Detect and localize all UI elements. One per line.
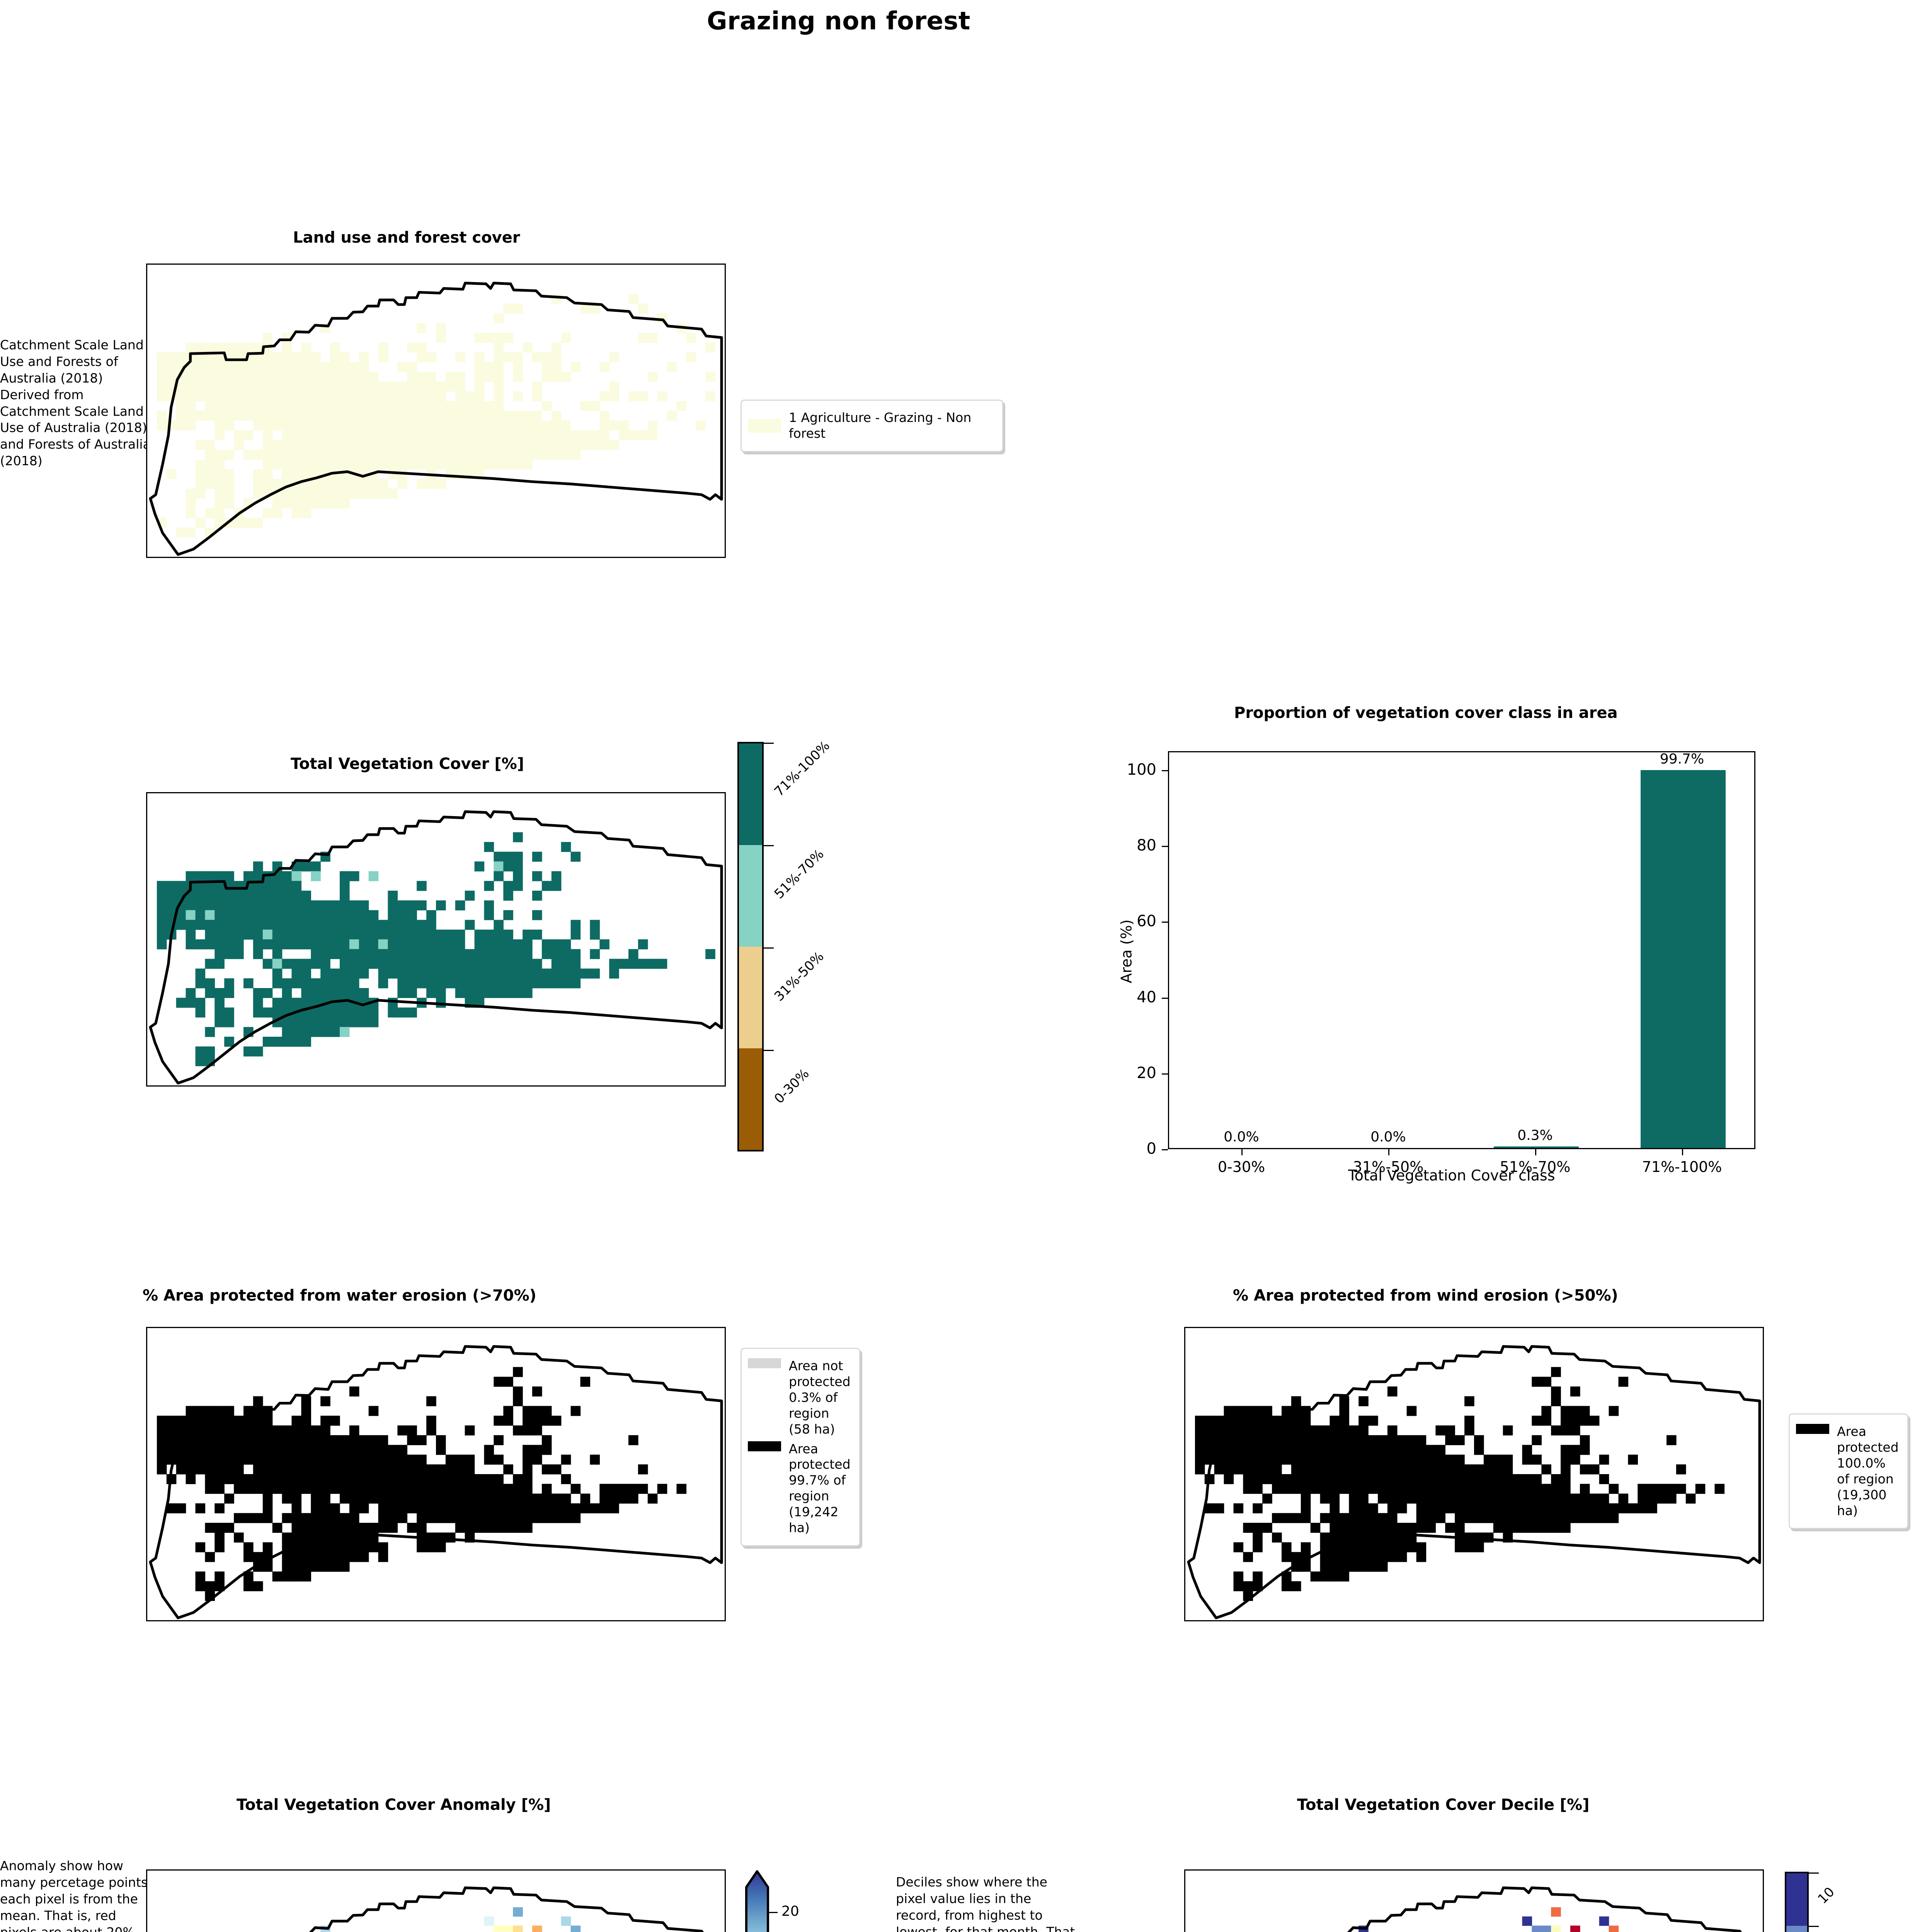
colorbar-label: 0-30% bbox=[771, 1065, 812, 1107]
colorbar-label: 31%-50% bbox=[771, 948, 827, 1004]
xtick bbox=[1535, 1149, 1536, 1155]
barchart-xlabel: Total Vegetation Cover class bbox=[1348, 1167, 1555, 1184]
landuse-legend: 1 Agriculture - Grazing - Non forest bbox=[740, 400, 1003, 452]
bar-value-label: 0.0% bbox=[1370, 1129, 1406, 1145]
colorbar-segment bbox=[739, 947, 762, 1048]
ytick bbox=[1162, 922, 1168, 923]
colorbar-tick bbox=[1809, 1872, 1819, 1874]
legend-item: Area protected 100.0% of region (19,300 … bbox=[1796, 1424, 1901, 1519]
legend-label: 1 Agriculture - Grazing - Non forest bbox=[789, 410, 972, 441]
ytick bbox=[1162, 846, 1168, 847]
decile-map-graphic bbox=[1347, 1886, 1742, 1932]
xtick bbox=[1241, 1149, 1243, 1155]
page-title: Grazing non forest bbox=[707, 7, 970, 36]
tvc-colorbar bbox=[737, 742, 764, 1151]
ytick-label: 40 bbox=[1137, 988, 1156, 1006]
colorbar-tick bbox=[1809, 1926, 1819, 1927]
bar-category-label: 0-30% bbox=[1217, 1158, 1265, 1175]
water-erosion-legend: Area not protected 0.3% of region (58 ha… bbox=[740, 1348, 860, 1546]
xtick bbox=[317, 1086, 318, 1087]
ytick bbox=[1162, 1149, 1168, 1150]
colorbar-segment bbox=[1786, 1926, 1807, 1932]
ytick-label: 80 bbox=[1137, 837, 1156, 855]
ytick-label: 100 bbox=[1127, 761, 1156, 779]
colorbar-label: 20 bbox=[781, 1903, 799, 1919]
legend-swatch-agriculture bbox=[748, 418, 781, 433]
anomaly-map-graphic bbox=[309, 1886, 704, 1932]
anomaly-map[interactable] bbox=[146, 1869, 726, 1932]
landuse-panel-title: Land use and forest cover bbox=[293, 229, 520, 247]
anomaly-colorbar bbox=[745, 1870, 869, 1932]
decile-title: Total Vegetation Cover Decile [%] bbox=[1297, 1796, 1590, 1814]
barchart-ylabel: Area (%) bbox=[1118, 919, 1135, 983]
ytick bbox=[1184, 1385, 1185, 1386]
ytick bbox=[1162, 1073, 1168, 1075]
barchart-title: Proportion of vegetation cover class in … bbox=[1234, 704, 1618, 722]
ytick bbox=[1184, 1490, 1185, 1492]
wind-erosion-map[interactable] bbox=[1184, 1327, 1764, 1621]
legend-swatch-not-protected bbox=[748, 1358, 781, 1368]
colorbar-segment bbox=[739, 845, 762, 947]
ytick bbox=[1162, 997, 1168, 999]
decile-map[interactable] bbox=[1184, 1869, 1764, 1932]
colorbar-tick bbox=[764, 845, 774, 846]
bar-category-label: 51%-70% bbox=[1500, 1158, 1571, 1175]
bar[interactable] bbox=[1640, 770, 1726, 1148]
ytick-label: 60 bbox=[1137, 912, 1156, 930]
tvc-panel-title: Total Vegetation Cover [%] bbox=[291, 755, 524, 773]
colorbar-tick bbox=[764, 1050, 774, 1051]
landuse-map[interactable] bbox=[146, 264, 726, 558]
colorbar-label: 10 bbox=[1815, 1884, 1838, 1907]
bar-value-label: 0.3% bbox=[1517, 1128, 1553, 1143]
barchart-plot-area[interactable] bbox=[1168, 751, 1755, 1149]
colorbar-segment bbox=[739, 743, 762, 845]
wind-erosion-legend: Area protected 100.0% of region (19,300 … bbox=[1789, 1413, 1908, 1529]
colorbar-segment bbox=[1786, 1873, 1807, 1926]
tvc-map-graphic bbox=[149, 810, 723, 1085]
water-erosion-map-graphic bbox=[149, 1345, 723, 1619]
xtick bbox=[659, 1086, 660, 1087]
anomaly-caption: Anomaly show how many percetage points e… bbox=[0, 1858, 148, 1932]
landuse-caption: Catchment Scale Land Use and Forests of … bbox=[0, 337, 151, 469]
colorbar-label: 51%-70% bbox=[771, 846, 827, 902]
colorbar-segment bbox=[739, 1048, 762, 1150]
wind-erosion-title: % Area protected from wind erosion (>50%… bbox=[1233, 1287, 1618, 1304]
xtick bbox=[1388, 1149, 1389, 1155]
legend-item: 1 Agriculture - Grazing - Non forest bbox=[748, 410, 996, 442]
legend-item: Area protected 99.7% of region (19,242 h… bbox=[748, 1441, 853, 1536]
colorbar-label: 71%-100% bbox=[771, 738, 833, 799]
bar-value-label: 99.7% bbox=[1660, 751, 1704, 767]
bar-category-label: 71%-100% bbox=[1642, 1158, 1722, 1175]
legend-item: Area not protected 0.3% of region (58 ha… bbox=[748, 1358, 853, 1437]
ytick bbox=[1184, 1595, 1185, 1597]
xtick bbox=[203, 1086, 204, 1087]
ytick-label: 20 bbox=[1137, 1064, 1156, 1082]
decile-caption: Deciles show where the pixel value lies … bbox=[896, 1874, 1075, 1932]
bar-value-label: 0.0% bbox=[1224, 1129, 1259, 1145]
colorbar-tick bbox=[768, 1912, 778, 1913]
legend-label: Area not protected 0.3% of region (58 ha… bbox=[789, 1358, 851, 1437]
wind-erosion-map-graphic bbox=[1187, 1345, 1761, 1619]
xtick bbox=[431, 1086, 432, 1087]
water-erosion-map[interactable] bbox=[146, 1327, 726, 1621]
legend-swatch-protected bbox=[1796, 1424, 1829, 1434]
anomaly-title: Total Vegetation Cover Anomaly [%] bbox=[237, 1796, 551, 1814]
colorbar-tick bbox=[764, 947, 774, 949]
ytick-label: 0 bbox=[1146, 1140, 1156, 1158]
water-erosion-title: % Area protected from water erosion (>70… bbox=[143, 1287, 536, 1304]
legend-swatch-protected bbox=[748, 1441, 781, 1451]
bar[interactable] bbox=[1493, 1146, 1579, 1148]
landuse-map-graphic bbox=[149, 282, 723, 556]
tvc-map[interactable] bbox=[146, 792, 726, 1087]
legend-label: Area protected 99.7% of region (19,242 h… bbox=[789, 1441, 851, 1536]
legend-label: Area protected 100.0% of region (19,300 … bbox=[1837, 1424, 1899, 1518]
xtick bbox=[545, 1086, 546, 1087]
colorbar-tick bbox=[764, 743, 774, 744]
xtick bbox=[1682, 1149, 1683, 1155]
decile-colorbar bbox=[1785, 1872, 1809, 1932]
anomaly-colorbar-graphic bbox=[745, 1870, 769, 1932]
bar-category-label: 31%-50% bbox=[1353, 1158, 1424, 1175]
ytick bbox=[1184, 1895, 1185, 1896]
ytick bbox=[1162, 770, 1168, 772]
